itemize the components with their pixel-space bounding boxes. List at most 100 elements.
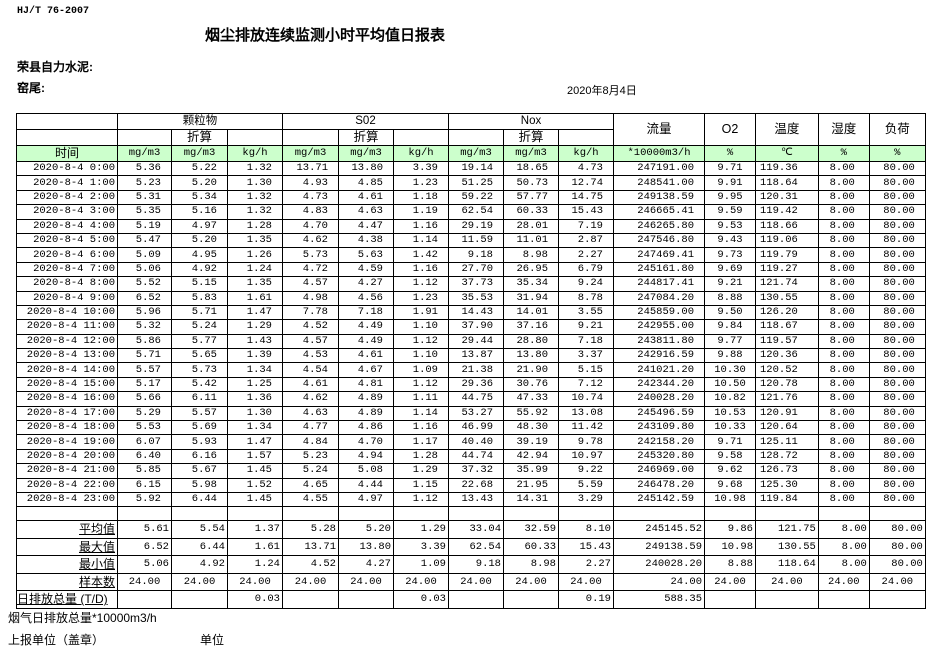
summary-value: 1.09: [393, 555, 449, 574]
value-cell: 8.00: [817, 434, 870, 450]
value-cell: 1.14: [393, 405, 449, 422]
value-cell: 119.36: [755, 160, 819, 177]
time-cell: 2020-8-4 19:00: [16, 434, 118, 450]
summary-value: 24.00: [503, 572, 559, 592]
value-cell: 240028.20: [613, 391, 705, 407]
summary-value: 8.10: [558, 520, 614, 539]
value-cell: 243811.80: [613, 333, 705, 350]
header-flow: 流量: [613, 113, 705, 146]
value-cell: 5.23: [282, 448, 339, 465]
value-cell: 80.00: [868, 348, 926, 364]
value-cell: 10.82: [704, 391, 756, 407]
value-cell: 4.70: [282, 218, 339, 234]
value-cell: 39.19: [503, 434, 559, 450]
header-temperature: 温度: [755, 113, 819, 146]
header-cell-empty: [448, 129, 504, 146]
value-cell: 4.62: [282, 391, 339, 407]
value-cell: 5.98: [171, 477, 228, 493]
value-cell: 4.83: [282, 204, 339, 220]
table-row: 2020-8-4 18:00 5.53 5.69 1.34 4.77 4.86 1.16 46…: [16, 420, 926, 436]
value-cell: 9.88: [704, 348, 756, 364]
value-cell: 21.95: [503, 477, 559, 493]
value-cell: 8.00: [817, 463, 870, 479]
summary-value: 24.00: [227, 572, 283, 592]
value-cell: 247469.41: [613, 247, 705, 263]
value-cell: 3.29: [558, 491, 614, 508]
value-cell: 5.16: [171, 204, 228, 220]
value-cell: 118.66: [755, 218, 819, 234]
value-cell: 5.96: [117, 304, 172, 321]
value-cell: 8.00: [817, 261, 870, 278]
value-cell: 4.61: [338, 189, 394, 206]
value-cell: 5.69: [171, 420, 228, 436]
summary-label: 平均值: [16, 520, 118, 539]
summary-value: 24.00: [338, 572, 394, 592]
value-cell: 10.50: [704, 376, 756, 393]
summary-value: 9.86: [704, 520, 756, 539]
daily-total-row: 日排放总量 (T/D) 0.03 0.03 0.19 588.35: [16, 590, 926, 609]
summary-value: 9.18: [448, 555, 504, 574]
value-cell: 8.00: [817, 290, 870, 306]
value-cell: 1.11: [393, 391, 449, 407]
value-cell: 21.90: [503, 362, 559, 378]
value-cell: 8.00: [817, 189, 870, 206]
time-cell: 2020-8-4 18:00: [16, 420, 118, 436]
value-cell: 1.28: [227, 218, 283, 234]
value-cell: 4.49: [338, 319, 394, 335]
summary-value: 24.00: [704, 572, 756, 592]
time-cell: 2020-8-4 6:00: [16, 247, 118, 263]
summary-row: 样本数 24.00 24.00 24.00 24.00 24.00 24.00 24.00 24…: [16, 572, 926, 592]
value-cell: 1.35: [227, 232, 283, 249]
value-cell: 8.00: [817, 204, 870, 220]
summary-value: [704, 590, 756, 609]
value-cell: 6.16: [171, 448, 228, 465]
value-cell: 1.52: [227, 477, 283, 493]
summary-value: 8.00: [817, 520, 870, 539]
value-cell: 5.31: [117, 189, 172, 206]
unit-cell: kg/h: [393, 145, 449, 162]
value-cell: 55.92: [503, 405, 559, 422]
value-cell: 8.00: [817, 304, 870, 321]
empty-cell: [704, 506, 756, 522]
empty-cell: [817, 506, 870, 522]
value-cell: 5.85: [117, 463, 172, 479]
table-row: 2020-8-4 22:00 6.15 5.98 1.52 4.65 4.44 1.15 22…: [16, 477, 926, 493]
value-cell: 8.00: [817, 160, 870, 177]
empty-cell: [117, 506, 172, 522]
table-row: 2020-8-4 11:00 5.32 5.24 1.29 4.52 4.49 1.10 37…: [16, 319, 926, 335]
summary-value: 130.55: [755, 537, 819, 557]
value-cell: 246665.41: [613, 204, 705, 220]
value-cell: 8.00: [817, 175, 870, 191]
value-cell: 5.06: [117, 261, 172, 278]
value-cell: 5.35: [117, 204, 172, 220]
value-cell: 4.89: [338, 405, 394, 422]
value-cell: 4.38: [338, 232, 394, 249]
value-cell: 9.71: [704, 160, 756, 177]
value-cell: 29.19: [448, 218, 504, 234]
summary-label: 日排放总量 (T/D): [16, 590, 118, 609]
value-cell: 59.22: [448, 189, 504, 206]
value-cell: 18.65: [503, 160, 559, 177]
value-cell: 6.40: [117, 448, 172, 465]
value-cell: 4.84: [282, 434, 339, 450]
value-cell: 243109.80: [613, 420, 705, 436]
value-cell: 245320.80: [613, 448, 705, 465]
value-cell: 4.95: [171, 247, 228, 263]
value-cell: 1.30: [227, 405, 283, 422]
value-cell: 1.32: [227, 189, 283, 206]
value-cell: 1.25: [227, 376, 283, 393]
value-cell: 80.00: [868, 319, 926, 335]
unit-cell: *10000m3/h: [613, 145, 705, 162]
value-cell: 5.19: [117, 218, 172, 234]
value-cell: 5.65: [171, 348, 228, 364]
summary-label: 最大值: [16, 537, 118, 557]
header-particulate: 颗粒物: [117, 113, 283, 130]
value-cell: 4.73: [558, 160, 614, 177]
value-cell: 1.34: [227, 420, 283, 436]
value-cell: 37.16: [503, 319, 559, 335]
value-cell: 245496.59: [613, 405, 705, 422]
value-cell: 4.70: [338, 434, 394, 450]
value-cell: 1.36: [227, 391, 283, 407]
value-cell: 5.09: [117, 247, 172, 263]
value-cell: 5.32: [117, 319, 172, 335]
